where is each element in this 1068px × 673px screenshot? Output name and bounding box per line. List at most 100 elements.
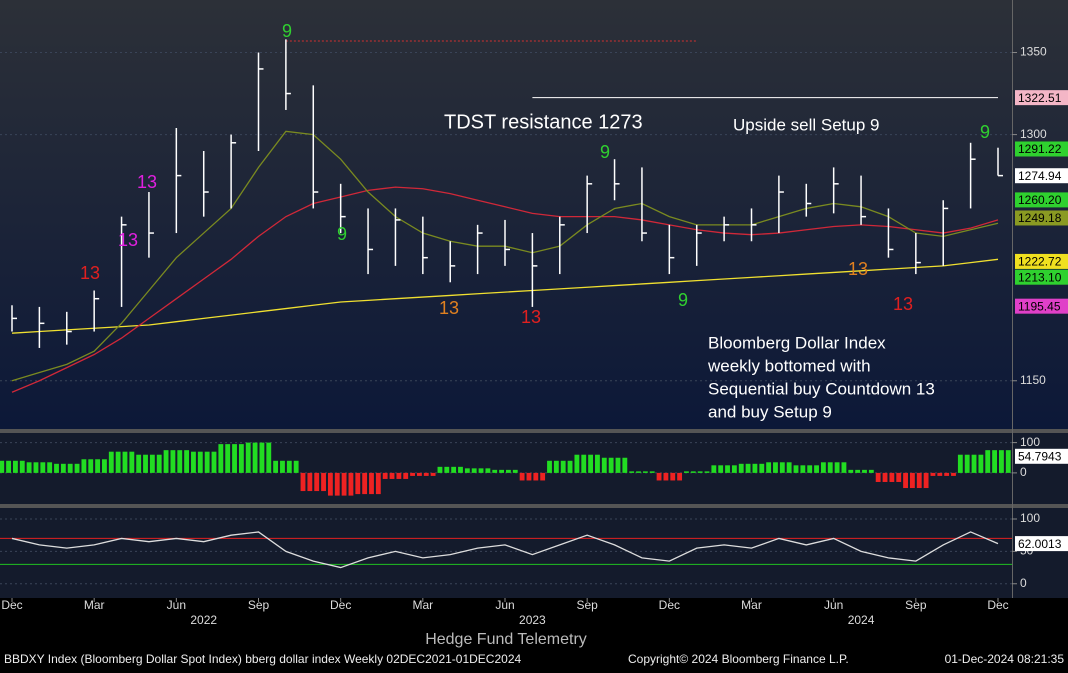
bar: [300, 472, 306, 492]
price-marker-label: 1213.10: [1018, 270, 1062, 284]
oscillator-line: [11, 531, 999, 569]
bar: [690, 471, 696, 473]
bar: [416, 472, 422, 476]
bar: [553, 460, 559, 473]
price-marker: [1015, 90, 1068, 106]
x-tick-label: Jun: [824, 598, 843, 612]
bar: [129, 451, 135, 473]
bar: [341, 472, 347, 496]
note-line: Sequential buy Countdown 13: [708, 379, 935, 398]
bar: [629, 471, 635, 473]
bar: [834, 462, 840, 473]
price-marker: [1015, 253, 1068, 269]
price-marker-label: 62.0013: [1018, 537, 1062, 551]
bar: [540, 472, 546, 481]
bar: [992, 450, 997, 473]
td-count: 13: [137, 172, 157, 192]
price-panel: [0, 0, 1068, 430]
bar: [903, 472, 908, 489]
bar: [307, 472, 313, 492]
price-marker-label: 1291.22: [1018, 142, 1062, 156]
bar: [636, 471, 641, 473]
bar: [759, 463, 765, 473]
bar: [615, 457, 621, 473]
bar: [0, 460, 5, 473]
td-count: 13: [80, 263, 100, 283]
bar: [773, 462, 778, 473]
bar: [581, 454, 587, 473]
bar: [882, 472, 888, 482]
oscillator-panel: [0, 508, 1068, 598]
bar: [88, 459, 94, 473]
bar: [410, 472, 415, 476]
price-marker-label: 1322.51: [1018, 91, 1062, 105]
moving-average: [11, 186, 999, 393]
x-tick-label: Dec: [987, 598, 1008, 612]
bar: [81, 459, 87, 473]
bar: [321, 472, 326, 492]
bar: [889, 472, 895, 482]
bar: [355, 472, 361, 495]
bar: [608, 457, 614, 473]
bar: [451, 466, 457, 473]
bar: [245, 442, 251, 473]
bar: [656, 472, 662, 481]
bar: [800, 465, 806, 473]
bar: [512, 469, 518, 473]
y-tick-label: 1300: [1020, 127, 1047, 141]
x-tick-label: Jun: [167, 598, 186, 612]
bar: [143, 454, 148, 473]
bar: [677, 472, 683, 481]
bar: [875, 472, 881, 482]
bar: [163, 450, 169, 473]
bar: [519, 472, 525, 481]
x-tick-label: Sep: [248, 598, 270, 612]
bar: [793, 465, 799, 473]
bar: [868, 469, 874, 473]
bar: [999, 450, 1004, 473]
bar: [327, 472, 333, 496]
bar: [47, 462, 53, 473]
price-marker: [1015, 298, 1068, 314]
td-count: 9: [600, 142, 610, 162]
bar: [225, 444, 231, 473]
x-tick-label: Mar: [741, 598, 762, 612]
bar: [971, 454, 977, 473]
bar: [437, 466, 443, 473]
price-marker: [1015, 448, 1068, 464]
bar: [930, 472, 936, 476]
bar: [67, 463, 73, 473]
bar: [786, 462, 792, 473]
td-count: 9: [282, 21, 292, 41]
bar: [492, 469, 498, 473]
bar: [197, 451, 203, 473]
bar: [567, 460, 573, 473]
note-line: weekly bottomed with: [707, 356, 871, 375]
bar: [506, 469, 511, 473]
bar: [499, 469, 504, 473]
td-count: 13: [893, 294, 913, 314]
bar: [184, 450, 190, 473]
bar: [1005, 450, 1011, 473]
bar: [444, 466, 450, 473]
bar: [642, 471, 648, 473]
price-marker-label: 1195.45: [1018, 299, 1061, 313]
bar: [820, 462, 826, 473]
x-tick-label: Dec: [1, 598, 22, 612]
note-line: and buy Setup 9: [708, 402, 832, 421]
bar: [964, 454, 970, 473]
bar: [471, 468, 477, 473]
bar: [26, 462, 32, 473]
bar: [916, 472, 922, 489]
bar: [177, 450, 183, 473]
td-count: 9: [678, 290, 688, 310]
bar: [369, 472, 374, 495]
bar: [40, 462, 46, 473]
bar: [348, 472, 354, 496]
price-marker: [1015, 141, 1068, 157]
bar: [923, 472, 929, 489]
y-tick-label: 100: [1020, 435, 1040, 449]
bar: [232, 444, 237, 473]
bar: [944, 472, 950, 476]
y-tick-label: 1150: [1020, 373, 1046, 387]
